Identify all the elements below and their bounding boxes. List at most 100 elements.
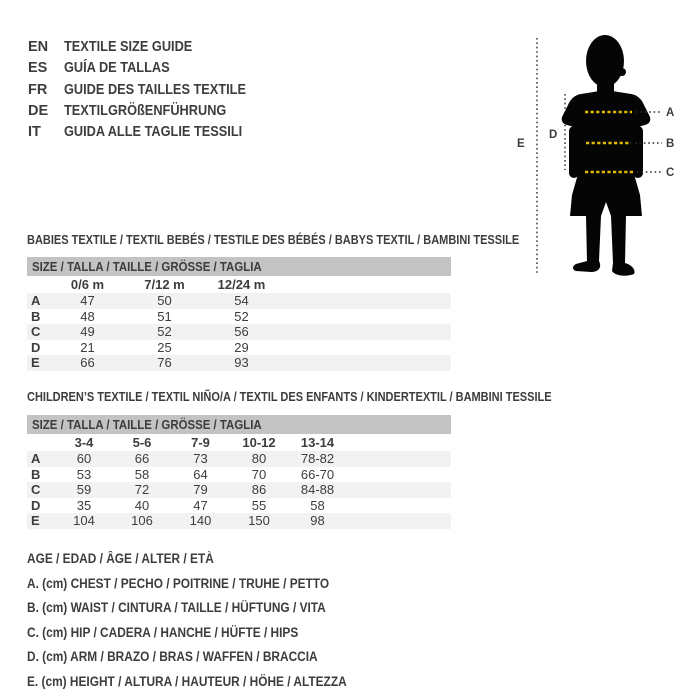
row-label: C [27, 482, 55, 498]
language-row-de: DE TEXTILGRÖßENFÜHRUNG [28, 101, 271, 122]
cell-value: 21 [80, 339, 95, 355]
cell-value: 93 [203, 355, 280, 371]
babies-section-title: BABIES TEXTILE / TEXTIL BEBÉS / TESTILE … [27, 233, 520, 247]
cell-value: 66 [49, 355, 126, 371]
column-header: 3-4 [74, 435, 94, 450]
language-code: EN [28, 39, 49, 55]
language-row-es: ES GUÍA DE TALLAS [28, 58, 271, 79]
size-header-label: SIZE / TALLA / TAILLE / GRÖSSE / TAGLIA [32, 259, 262, 274]
cell-value: 51 [157, 308, 172, 324]
table-row: D 35 40 47 55 58 [27, 498, 451, 514]
legend-line-arm: D. (cm) ARM / BRAZO / BRAS / WAFFEN / BR… [27, 649, 318, 665]
cell-value: 47 [49, 293, 126, 309]
row-label: E [27, 513, 55, 529]
legend-line-age: AGE / EDAD / ÂGE / ALTER / ETÀ [27, 551, 214, 566]
cell-value: 50 [126, 293, 203, 309]
arm-label: D [549, 129, 557, 141]
right-arm-shape [633, 126, 643, 178]
language-title: GUIDA ALLE TAGLIE TESSILI [64, 124, 243, 141]
column-header: 13-14 [300, 435, 335, 450]
cell-value: 47 [193, 497, 208, 513]
cell-value: 58 [134, 466, 150, 482]
cell-value: 72 [113, 482, 171, 498]
left-shoe-shape [573, 261, 601, 272]
legend-line-chest: A. (cm) CHEST / PECHO / POITRINE / TRUHE… [27, 575, 330, 591]
row-label: A [27, 451, 55, 467]
table-row: E 66 76 93 [27, 355, 452, 371]
table-row: A 60 66 73 80 78-82 [27, 451, 452, 467]
cell-value: 78-82 [288, 451, 347, 467]
cell-value: 70 [251, 466, 267, 482]
cell-value: 104 [55, 513, 113, 529]
language-row-it: IT GUIDA ALLE TAGLIE TESSILI [28, 122, 271, 143]
language-code: FR [28, 81, 48, 98]
legend-line-hip: C. (cm) HIP / CADERA / HANCHE / HÜFTE / … [27, 624, 299, 640]
row-label: D [31, 339, 41, 355]
cell-value: 29 [234, 339, 249, 355]
children-size-table: SIZE / TALLA / TAILLE / GRÖSSE / TAGLIA … [27, 415, 452, 529]
language-title: TEXTILGRÖßENFÜHRUNG [64, 102, 227, 119]
cell-value: 66-70 [300, 466, 335, 482]
table-row: E 104 106 140 150 98 [27, 513, 452, 529]
legend-line-height: E. (cm) HEIGHT / ALTURA / HAUTEUR / HÖHE… [27, 673, 347, 689]
cell-value: 73 [171, 451, 230, 467]
ear-shape [618, 68, 626, 76]
cell-value: 25 [157, 339, 172, 355]
cell-value: 49 [49, 324, 126, 340]
measurement-legend: AGE / EDAD / ÂGE / ALTER / ETÀ A. (cm) C… [27, 547, 390, 695]
babies-size-table: SIZE / TALLA / TAILLE / GRÖSSE / TAGLIA … [27, 257, 452, 371]
children-column-header-row: 3-4 5-6 7-9 10-12 13-14 [27, 434, 451, 451]
size-header-label: SIZE / TALLA / TAILLE / GRÖSSE / TAGLIA [32, 417, 262, 432]
language-row-en: EN TEXTILE SIZE GUIDE [28, 37, 271, 58]
cell-value: 66 [113, 451, 171, 467]
row-label: C [27, 324, 49, 340]
cell-value: 140 [171, 513, 230, 529]
cell-value: 58 [310, 497, 325, 513]
babies-column-header-row: 0/6 m 7/12 m 12/24 m [27, 276, 451, 293]
row-label: A [27, 293, 49, 309]
cell-value: 150 [230, 513, 288, 529]
cell-value: 35 [76, 497, 92, 513]
cell-value: 40 [134, 497, 150, 513]
hip-label: C [666, 167, 674, 179]
table-row: D 21 25 29 [27, 340, 451, 356]
cell-value: 60 [55, 451, 113, 467]
waist-label: B [666, 138, 674, 150]
column-header: 10-12 [242, 435, 276, 450]
row-label: B [31, 308, 41, 324]
cell-value: 80 [230, 451, 288, 467]
height-label: E [517, 138, 525, 150]
cell-value: 54 [203, 293, 280, 309]
column-header: 7-9 [191, 435, 210, 450]
babies-size-header-bar: SIZE / TALLA / TAILLE / GRÖSSE / TAGLIA [27, 257, 452, 276]
language-title: GUIDE DES TAILLES TEXTILE [64, 81, 246, 98]
cell-value: 84-88 [288, 482, 347, 498]
column-header: 0/6 m [70, 277, 105, 292]
column-header: 7/12 m [144, 277, 185, 292]
cell-value: 52 [234, 308, 249, 324]
right-leg-shape [611, 216, 626, 263]
table-row: B 53 58 64 70 66-70 [27, 467, 451, 483]
shorts-shape [570, 174, 642, 216]
cell-value: 79 [171, 482, 230, 498]
table-row: C 59 72 79 86 84-88 [27, 482, 452, 498]
language-row-fr: FR GUIDE DES TAILLES TEXTILE [28, 80, 271, 101]
cell-value: 64 [193, 466, 208, 482]
language-code: IT [28, 124, 41, 141]
column-header: 5-6 [132, 435, 152, 450]
cell-value: 55 [251, 497, 267, 513]
chest-label: A [666, 107, 674, 119]
cell-value: 76 [126, 355, 203, 371]
language-title: GUÍA DE TALLAS [64, 60, 170, 77]
table-row: A 47 50 54 [27, 293, 452, 309]
column-header: 12/24 m [217, 277, 266, 292]
row-label: B [31, 466, 41, 482]
language-title: TEXTILE SIZE GUIDE [64, 39, 193, 55]
cell-value: 59 [55, 482, 113, 498]
row-label: D [31, 497, 41, 513]
left-leg-shape [586, 216, 601, 261]
cell-value: 48 [80, 308, 95, 324]
cell-value: 53 [76, 466, 92, 482]
children-section-title: CHILDREN’S TEXTILE / TEXTIL NIÑO/A / TEX… [27, 390, 552, 404]
language-code: ES [28, 60, 48, 77]
